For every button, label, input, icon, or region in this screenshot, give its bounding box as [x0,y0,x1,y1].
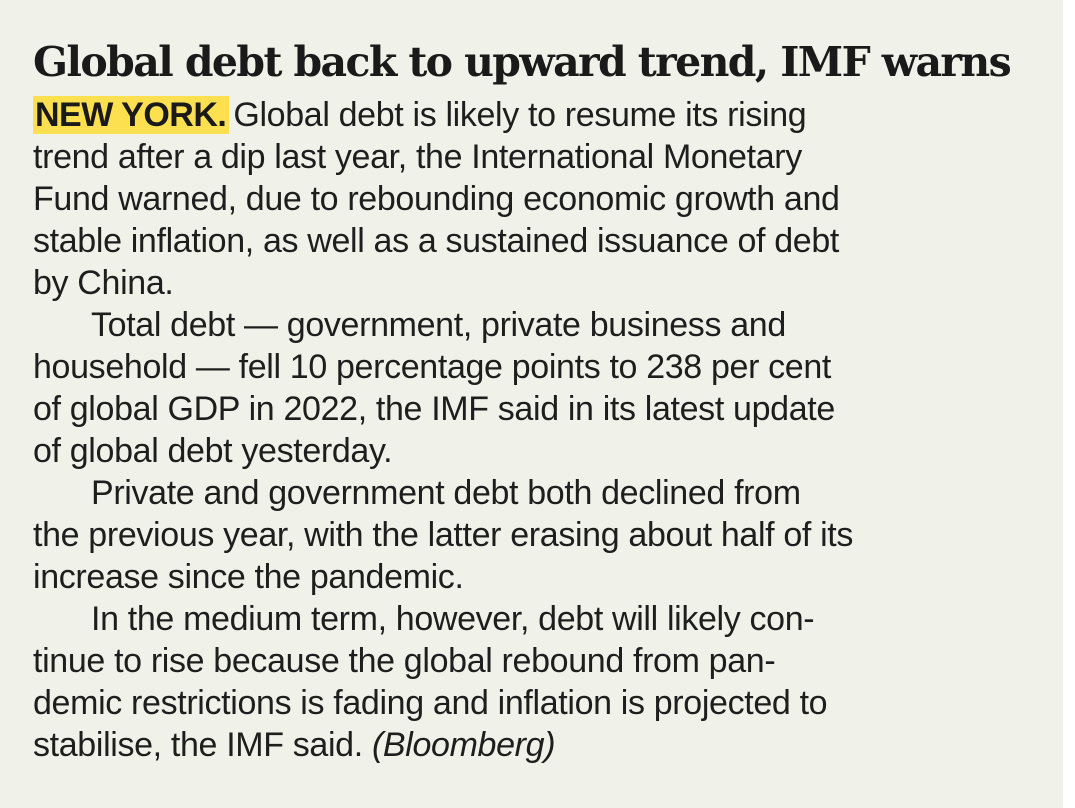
dateline: NEW YORK. [33,96,230,134]
paragraph-2-line-2: household — fell 10 percentage points to… [33,348,832,386]
paragraph-1: NEW YORK. Global debt is likely to resume… [33,94,1033,304]
paragraph-2-line-1: Total debt — government, private busines… [91,306,786,344]
article-body: NEW YORK. Global debt is likely to resume… [33,94,1033,766]
paragraph-1-line-2: trend after a dip last year, the Interna… [33,138,802,176]
paragraph-3: Private and government debt both decline… [33,472,1033,598]
paragraph-4-line-1: In the medium term, however, debt will l… [91,600,815,638]
paragraph-4-line-2: tinue to rise because the global rebound… [33,642,776,680]
paragraph-4-line-4: stabilise, the IMF said. [33,726,363,764]
paragraph-1-line-4: stable inflation, as well as a sustained… [33,222,839,260]
page-edge [1063,0,1075,808]
paragraph-4-line-3: demic restrictions is fading and inflati… [33,684,828,722]
paragraph-3-line-2: the previous year, with the latter erasi… [33,516,854,554]
paragraph-2-line-4: of global debt yesterday. [33,432,393,470]
paragraph-3-line-1: Private and government debt both decline… [91,474,801,512]
paragraph-2: Total debt — government, private busines… [33,304,1033,472]
news-article: Global debt back to upward trend, IMF wa… [33,34,1033,766]
headline: Global debt back to upward trend, IMF wa… [33,38,1012,86]
paragraph-4: In the medium term, however, debt will l… [33,598,1033,766]
paragraph-3-line-3: increase since the pandemic. [33,558,464,596]
paragraph-1-line-5: by China. [33,264,174,302]
paragraph-1-line-1: Global debt is likely to resume its risi… [233,96,807,134]
paragraph-2-line-3: of global GDP in 2022, the IMF said in i… [33,390,835,428]
source-credit: (Bloomberg) [371,726,556,764]
paragraph-1-line-3: Fund warned, due to rebounding economic … [33,180,840,218]
